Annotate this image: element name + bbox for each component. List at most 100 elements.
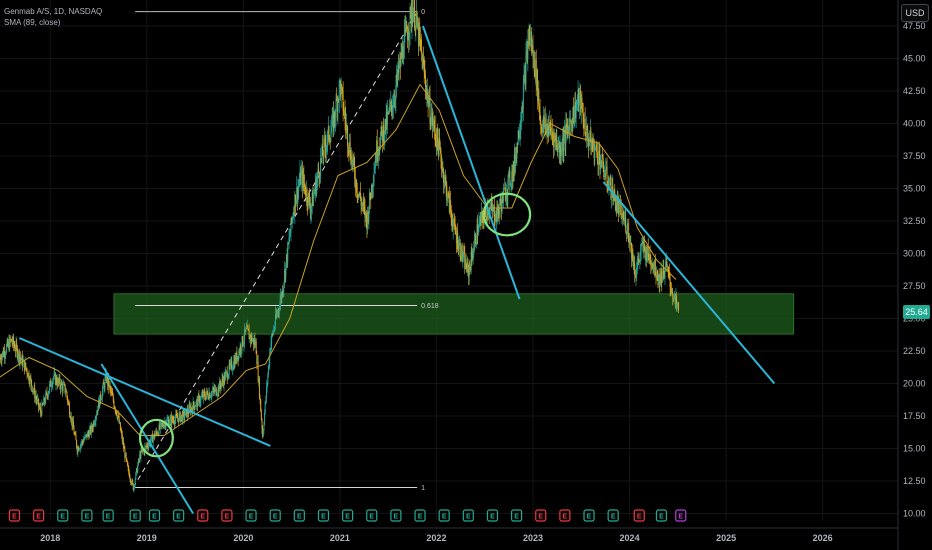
earnings-event-marker[interactable]: E (414, 509, 426, 522)
candle-body (71, 417, 73, 426)
time-axis[interactable]: 2018 2019 2020 2021 2022 2023 2024 2025 2026 (40, 533, 833, 543)
candle-body (350, 154, 352, 165)
candle-body (641, 242, 643, 245)
candle-body (384, 119, 386, 136)
candle-body (441, 161, 443, 171)
candle-body (674, 294, 676, 298)
currency-button[interactable]: USD (901, 4, 929, 22)
earnings-event-marker[interactable]: E (317, 509, 330, 522)
candle-body (474, 234, 476, 241)
candle-body (661, 278, 663, 283)
earnings-event-marker[interactable]: E (81, 509, 93, 522)
candle-body (524, 70, 526, 76)
candle-body (302, 169, 304, 188)
earnings-event-marker[interactable]: E (535, 509, 547, 522)
candle-body (491, 203, 493, 208)
candle-body (58, 377, 60, 382)
candle-body (3, 351, 5, 357)
earnings-event-marker[interactable]: E (510, 509, 523, 522)
earnings-event-marker[interactable]: E (148, 509, 161, 522)
earnings-event-marker[interactable]: E (8, 509, 21, 522)
candle-body (511, 171, 513, 182)
earnings-event-marker[interactable]: E (173, 509, 185, 522)
candle-body (103, 384, 105, 389)
candle-body (537, 70, 539, 101)
candle-body (166, 420, 168, 425)
candle-body (670, 287, 672, 289)
candle-body (323, 138, 325, 157)
candle-body (327, 131, 329, 143)
candle-body (475, 243, 477, 245)
earnings-event-marker[interactable]: E (438, 509, 450, 522)
event-marker-box (559, 509, 571, 522)
candle-body (586, 126, 588, 130)
candle-body (197, 395, 199, 406)
earnings-event-marker[interactable]: E (583, 509, 595, 522)
candle-body (240, 346, 242, 352)
candle-body (407, 36, 409, 40)
candle-body (452, 223, 454, 230)
candle-body (363, 204, 365, 207)
candle-body (547, 126, 549, 135)
earnings-event-marker[interactable]: E (462, 509, 474, 522)
earnings-event-marker[interactable]: E (655, 509, 668, 522)
candle-body (374, 168, 376, 174)
candle-body (421, 48, 423, 54)
earnings-event-marker[interactable]: E (342, 509, 354, 522)
earnings-event-marker[interactable]: E (269, 509, 281, 522)
earnings-event-marker[interactable]: E (486, 509, 499, 522)
candle-body (360, 199, 362, 206)
candle-body (11, 339, 13, 342)
event-marker-box (607, 509, 619, 522)
y-tick-label: 45.00 (903, 54, 926, 64)
candle-body (673, 297, 675, 302)
earnings-event-marker[interactable]: E (129, 509, 141, 522)
earnings-event-marker[interactable]: E (197, 509, 209, 522)
event-marker-label: E (659, 514, 664, 521)
price-axis[interactable]: 47.50 45.00 42.50 40.00 37.50 35.00 32.50 30.00… (903, 21, 926, 519)
candle-body (85, 433, 87, 436)
event-marker-box (317, 509, 330, 522)
candle-body (83, 440, 85, 443)
candle-body (349, 142, 351, 152)
candle-body (470, 251, 472, 271)
trendline (18, 337, 271, 447)
event-marker-box (342, 509, 354, 522)
candle-body (594, 149, 596, 159)
earnings-event-marker[interactable]: E (245, 509, 257, 522)
earnings-event-marker[interactable]: E (221, 509, 233, 522)
earnings-event-marker[interactable]: E (33, 509, 45, 522)
candle-body (219, 381, 221, 386)
event-marker-box (583, 509, 595, 522)
candle-body (109, 384, 111, 388)
candle-body (177, 418, 179, 423)
candle-body (647, 245, 649, 256)
earnings-event-marker[interactable]: E (57, 509, 69, 522)
earnings-event-marker[interactable]: E (675, 509, 687, 522)
indicator-label[interactable]: SMA (89, close) (4, 18, 61, 27)
earnings-event-marker[interactable]: E (102, 509, 114, 522)
candle-body (558, 141, 560, 153)
candle-body (168, 419, 170, 426)
earnings-event-marker[interactable]: E (559, 509, 571, 522)
candle-body (293, 212, 295, 214)
symbol-title[interactable]: Genmab A/S, 1D, NASDAQ (4, 7, 103, 16)
candle-body (450, 211, 452, 216)
earnings-event-marker[interactable]: E (366, 509, 378, 522)
candle-body (51, 385, 53, 387)
x-tick-label: 2025 (716, 533, 736, 543)
earnings-event-marker[interactable]: E (633, 509, 645, 522)
earnings-event-marker[interactable]: E (607, 509, 619, 522)
candle-body (415, 18, 417, 29)
candle-body (553, 136, 555, 148)
candle-body (611, 197, 613, 199)
earnings-event-marker[interactable]: E (293, 509, 305, 522)
event-marker-label: E (200, 514, 205, 521)
earnings-event-marker[interactable]: E (390, 509, 402, 522)
candle-body (531, 38, 533, 53)
candle-body (564, 129, 566, 137)
event-marker-label: E (611, 514, 616, 521)
candle-body (526, 50, 528, 56)
